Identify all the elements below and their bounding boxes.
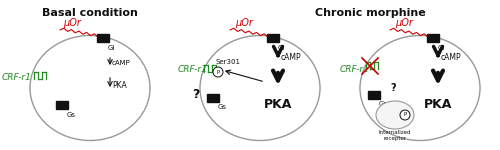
Text: Gs: Gs bbox=[379, 101, 388, 107]
Text: cAMP: cAMP bbox=[112, 60, 131, 66]
Text: μOr: μOr bbox=[63, 18, 81, 28]
Bar bbox=[267, 34, 279, 42]
Text: CRF-r1: CRF-r1 bbox=[2, 74, 32, 82]
Bar bbox=[427, 34, 439, 42]
Bar bbox=[56, 101, 68, 109]
Text: PKA: PKA bbox=[112, 81, 127, 90]
Text: PKA: PKA bbox=[264, 98, 292, 111]
Bar bbox=[368, 91, 380, 99]
Text: Gi: Gi bbox=[438, 45, 446, 51]
Text: μOr: μOr bbox=[235, 18, 253, 28]
Text: PKA: PKA bbox=[424, 98, 452, 111]
Text: Internalized
receptor: Internalized receptor bbox=[379, 130, 411, 141]
Ellipse shape bbox=[213, 67, 223, 77]
Bar bbox=[207, 94, 219, 102]
Text: Ser301: Ser301 bbox=[216, 59, 241, 65]
Text: ?: ? bbox=[192, 88, 200, 102]
Text: ?: ? bbox=[390, 83, 396, 93]
Text: cAMP: cAMP bbox=[441, 52, 462, 62]
Text: Chronic morphine: Chronic morphine bbox=[314, 8, 426, 18]
Ellipse shape bbox=[376, 101, 414, 129]
Text: Gs: Gs bbox=[218, 104, 227, 110]
Text: cAMP: cAMP bbox=[281, 52, 301, 62]
Text: Gi: Gi bbox=[108, 45, 116, 51]
Text: P: P bbox=[404, 112, 406, 117]
Ellipse shape bbox=[400, 110, 410, 120]
Text: P: P bbox=[216, 69, 220, 75]
Bar bbox=[97, 34, 109, 42]
Text: Gs: Gs bbox=[67, 112, 76, 118]
Text: CRF-r1: CRF-r1 bbox=[340, 66, 370, 75]
Text: CRF-r1: CRF-r1 bbox=[178, 66, 208, 75]
Text: μOr: μOr bbox=[395, 18, 413, 28]
Text: Gi: Gi bbox=[278, 45, 285, 51]
Text: Basal condition: Basal condition bbox=[42, 8, 138, 18]
